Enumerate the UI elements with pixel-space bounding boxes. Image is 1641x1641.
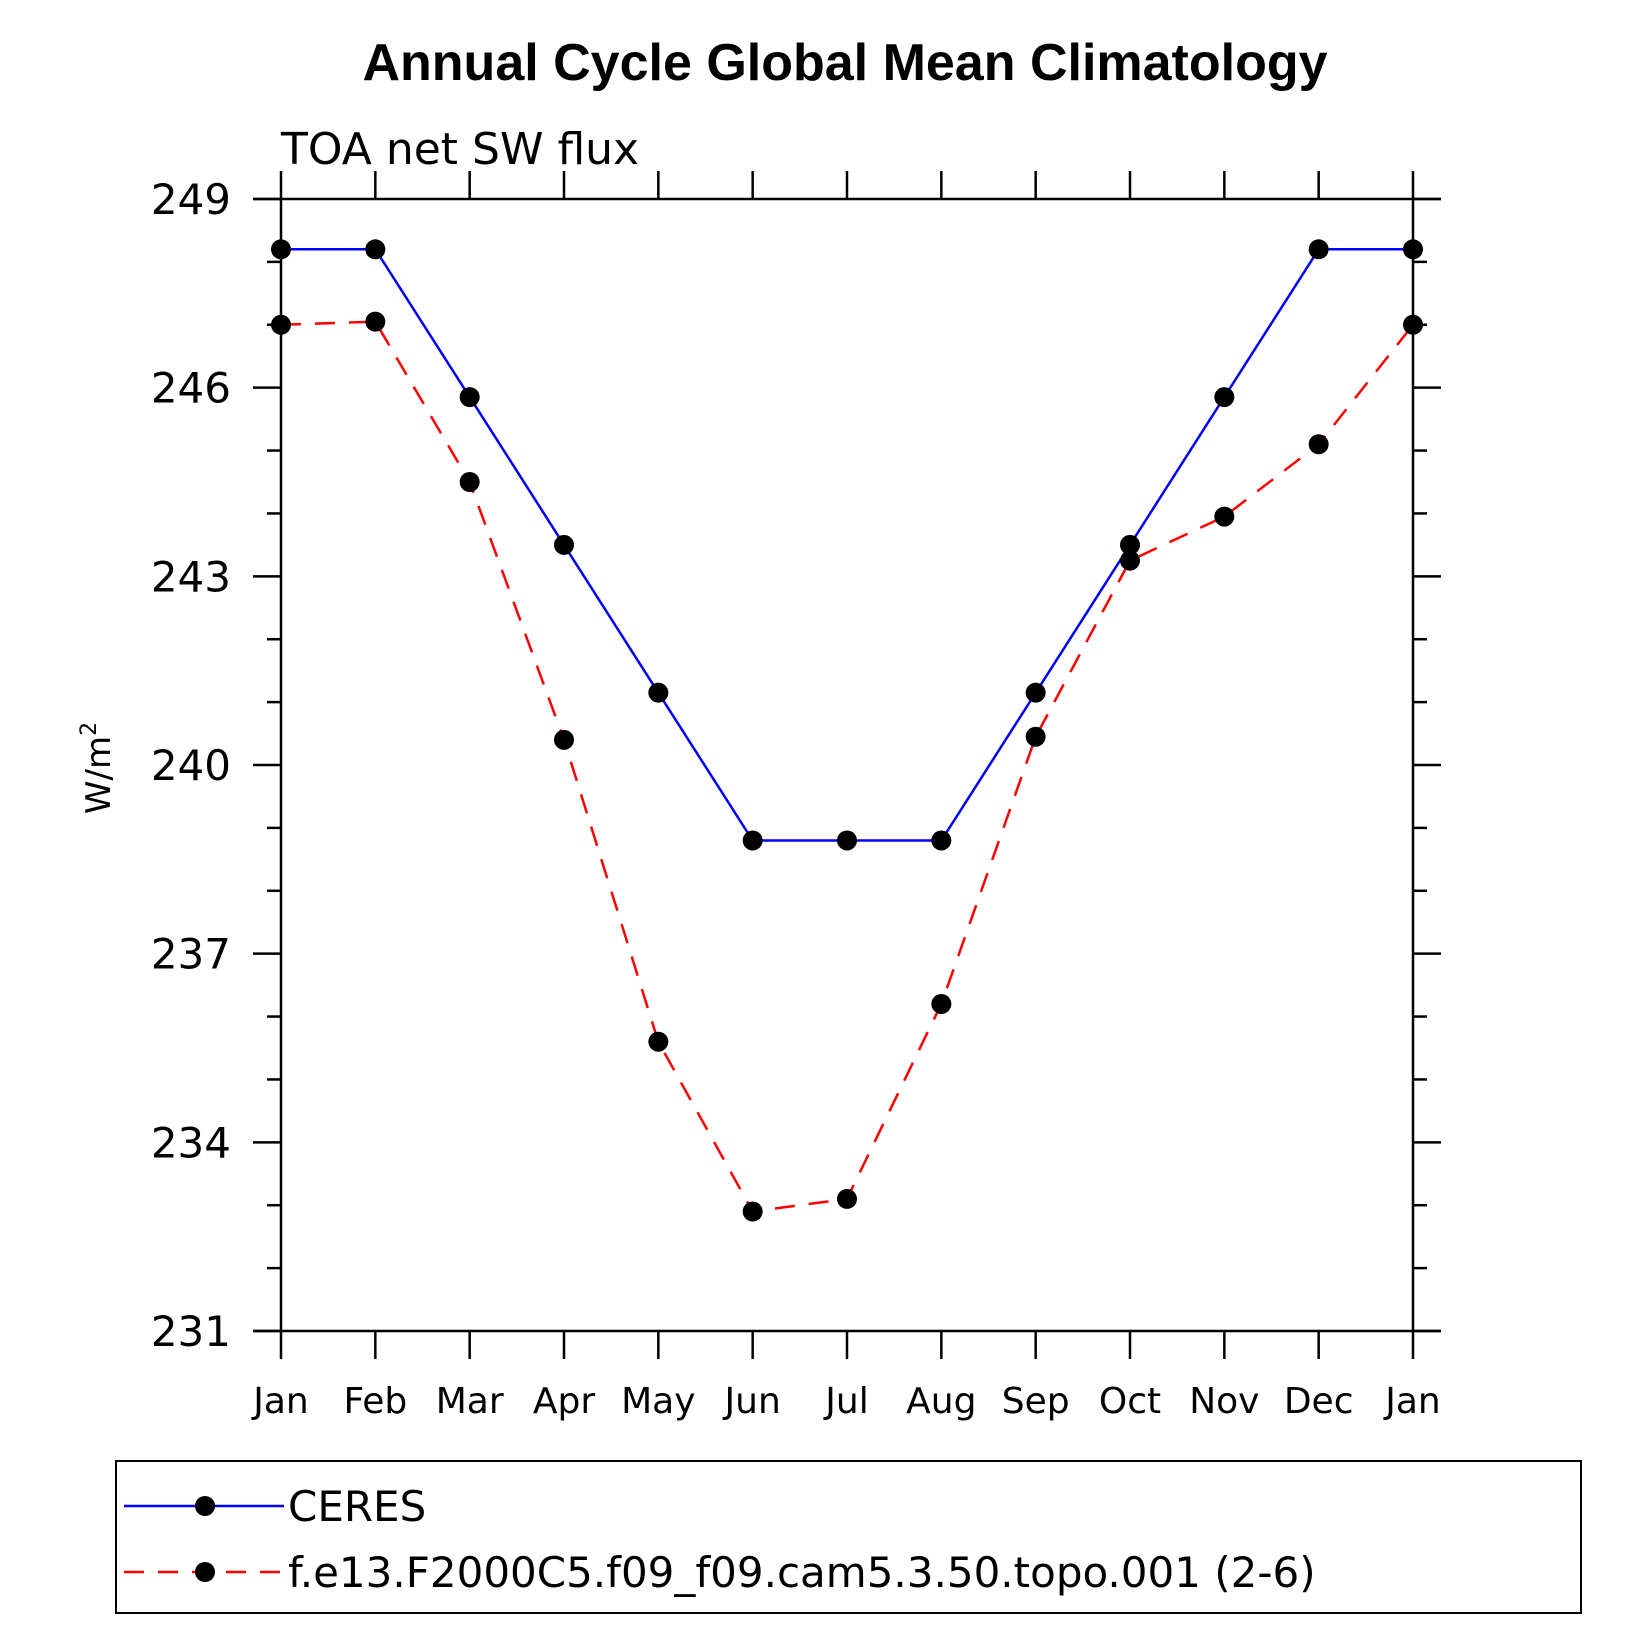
series-2-point-4 (554, 729, 574, 750)
y-tick-label-240: 240 (151, 741, 231, 790)
series-2-point-6 (742, 1201, 763, 1222)
series-2-point-2 (365, 311, 386, 332)
series-2-point-9 (1025, 726, 1046, 747)
series-2-point-12 (1308, 434, 1329, 455)
legend-label-2: f.e13.F2000C5.f09_f09.cam5.3.50.topo.001… (288, 1548, 1316, 1597)
y-tick-label-234: 234 (151, 1118, 231, 1167)
y-axis-label: W/m2 (77, 722, 119, 814)
y-tick-label-249: 249 (151, 175, 231, 224)
legend: CERES f.e13.F2000C5.f09_f09.cam5.3.50.top… (115, 1460, 1582, 1614)
series-2-point-11 (1214, 506, 1235, 527)
y-tick-label-231: 231 (151, 1307, 231, 1356)
series-1-point-12 (1308, 239, 1329, 260)
y-tick-label-246: 246 (151, 364, 231, 413)
series-1-point-7 (837, 830, 857, 851)
y-tick-label-237: 237 (151, 930, 231, 979)
series-layer (271, 239, 1423, 1222)
series-2-point-7 (837, 1188, 857, 1209)
x-tick-label-12: Dec (1284, 1381, 1354, 1422)
series-2-point-3 (459, 472, 480, 492)
series-1-point-5 (648, 682, 669, 703)
x-tick-label-8: Aug (906, 1381, 976, 1422)
series-1-point-9 (1025, 682, 1046, 703)
y-axis-label-superscript: 2 (77, 722, 102, 736)
axes-layer: 231 234 237 240 243 246 249 Jan Feb Mar Apr May Jun J… (151, 171, 1441, 1422)
x-tick-label-13: Jan (1383, 1381, 1441, 1422)
series-2-point-8 (931, 993, 952, 1014)
series-1-point-8 (931, 830, 952, 851)
x-tick-label-1: Jan (251, 1381, 309, 1422)
series-line-1 (281, 248, 1413, 842)
legend-box (115, 1460, 1582, 1614)
legend-marker-1 (195, 1496, 215, 1516)
x-tick-label-6: Jun (723, 1381, 781, 1422)
series-1-point-2 (365, 239, 386, 260)
legend-label-1: CERES (288, 1482, 426, 1531)
series-1-point-3 (459, 387, 480, 408)
x-tick-label-2: Feb (343, 1381, 407, 1422)
x-tick-label-7: Jul (823, 1381, 868, 1422)
y-tick-label-243: 243 (151, 552, 231, 601)
series-2-point-5 (648, 1031, 669, 1052)
x-tick-label-10: Oct (1099, 1381, 1161, 1422)
series-2-point-10 (1120, 550, 1140, 571)
svg-text:W/m2: W/m2 (77, 722, 119, 814)
y-axis-label-text: W/m (79, 736, 119, 814)
series-1-point-4 (554, 534, 574, 555)
x-tick-label-11: Nov (1189, 1381, 1259, 1422)
x-tick-label-5: May (621, 1381, 695, 1422)
series-1-point-10 (1120, 534, 1140, 555)
chart-title: Annual Cycle Global Mean Climatology (362, 34, 1327, 92)
series-line-2 (280, 320, 1414, 1213)
x-tick-label-9: Sep (1002, 1381, 1070, 1422)
series-1-point-11 (1214, 387, 1235, 408)
x-tick-label-4: Apr (533, 1381, 595, 1422)
series-1-point-6 (742, 830, 763, 851)
chart-subtitle: TOA net SW flux (280, 124, 639, 175)
x-tick-label-3: Mar (436, 1381, 504, 1422)
legend-marker-2 (195, 1562, 215, 1582)
